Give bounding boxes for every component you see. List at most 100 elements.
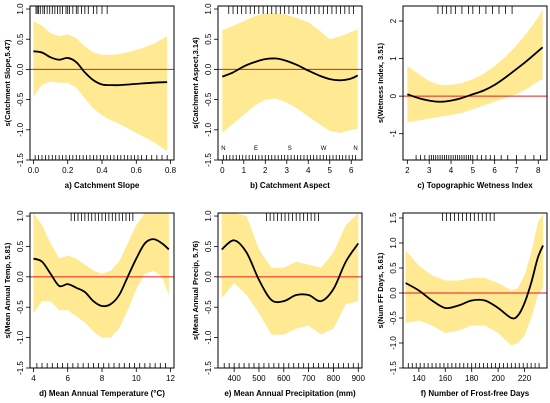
rug-top — [228, 6, 354, 14]
panel-3: 2 3 4 5 6 7 8 -1 0 1 2 c) Topographic Wetness Index… — [376, 5, 548, 190]
rug-top — [266, 213, 319, 221]
rug-bottom — [34, 155, 168, 160]
x-tick-label: 5 — [328, 166, 333, 175]
y-tick-label: -1.0 — [204, 122, 213, 136]
x-tick-label: 7 — [514, 166, 519, 175]
y-tick-label: -0.5 — [204, 92, 213, 106]
y-tick-label: -1.0 — [204, 330, 213, 344]
compass-label: E — [254, 146, 258, 152]
x-tick-label: 0.8 — [165, 166, 177, 175]
y-tick-label: -1.0 — [389, 336, 398, 350]
y-tick-label: -1.0 — [16, 330, 25, 344]
y-tick-label: 0.5 — [204, 240, 213, 252]
y-tick-label: -0.5 — [389, 311, 398, 325]
y-axis-title: s(Wetness Index, 3.51) — [376, 42, 385, 123]
rug-top — [437, 6, 513, 14]
x-tick-label: 4 — [31, 374, 36, 383]
y-tick-label: -1.5 — [204, 361, 213, 375]
panel-6: 140 160 180 200 220 -1.5 -1.0 -0.5 0.0 0.5 1.0 1.5 f… — [376, 212, 548, 398]
y-tick-label: -1.5 — [389, 361, 398, 375]
y-tick-label: 0.0 — [389, 287, 398, 299]
confidence-band — [407, 9, 543, 123]
x-tick-label: 12 — [166, 374, 175, 383]
compass-label: S — [288, 146, 292, 152]
y-tick-label: 1.0 — [16, 210, 25, 222]
x-tick-label: 6 — [65, 374, 70, 383]
x-tick-label: 3 — [285, 166, 290, 175]
x-tick-label: 2 — [263, 166, 268, 175]
y-tick-label: 0.0 — [16, 63, 25, 75]
y-tick-label: 0.5 — [16, 240, 25, 252]
x-tick-label: 500 — [252, 374, 266, 383]
y-tick-label: 0.5 — [204, 33, 213, 45]
y-axis-title: s(Catchment Slope,5.47) — [3, 39, 12, 127]
compass-label: N — [221, 146, 225, 152]
y-tick-label: -1.5 — [204, 153, 213, 167]
y-tick-label: -1 — [389, 130, 398, 138]
plot-area — [218, 213, 362, 335]
rug-bottom — [407, 363, 540, 368]
y-tick-label: -0.5 — [204, 300, 213, 314]
y-tick-label: -0.5 — [16, 300, 25, 314]
confidence-band — [405, 213, 544, 346]
confidence-band — [221, 213, 359, 335]
y-tick-label: -0.5 — [16, 92, 25, 106]
y-tick-label: 1 — [389, 56, 398, 61]
confidence-band — [222, 13, 358, 133]
x-tick-label: 2 — [405, 166, 410, 175]
x-tick-label: 5 — [471, 166, 476, 175]
x-tick-label: 0.4 — [96, 166, 108, 175]
y-axis-title: s(Num FF Days, 5.61) — [376, 252, 385, 328]
y-tick-label: 0.0 — [204, 63, 213, 75]
rug-bottom — [415, 155, 541, 160]
y-axis-title: s(Catchment Aspect,3.14) — [191, 37, 200, 129]
plot-frame — [217, 5, 363, 161]
panel-5: 400 500 600 700 800 900 -1.5 -1.0 -0.5 0.0 0.5 1.0 e… — [191, 210, 365, 398]
plot-area — [218, 13, 362, 133]
fitted-smooth-line — [405, 245, 544, 320]
y-tick-label: -1.5 — [16, 361, 25, 375]
x-tick-label: 3 — [427, 166, 432, 175]
x-tick-label: 8 — [100, 374, 105, 383]
x-tick-label: 0.2 — [62, 166, 74, 175]
panel-2: 0 1 2 3 4 5 6 -1.5 -1.0 -0.5 0.0 0.5 1.0 b) Catchment… — [191, 3, 363, 190]
plot-area — [403, 9, 547, 123]
y-tick-label: 1.0 — [204, 210, 213, 222]
x-axis-title: a) Catchment Slope — [65, 181, 140, 190]
confidence-band — [33, 21, 168, 151]
fitted-smooth-line — [221, 239, 360, 304]
x-tick-label: 700 — [302, 374, 316, 383]
x-tick-label: 6 — [492, 166, 497, 175]
rug-top — [35, 6, 108, 14]
x-tick-label: 800 — [327, 374, 341, 383]
rug-bottom — [36, 363, 166, 368]
y-tick-label: -1.0 — [16, 122, 25, 136]
x-tick-label: 4 — [306, 166, 311, 175]
y-tick-label: 1.5 — [389, 212, 398, 224]
x-tick-label: 900 — [352, 374, 366, 383]
rug-top — [442, 213, 495, 221]
y-tick-label: 0.0 — [16, 271, 25, 283]
plot-frame — [217, 212, 363, 369]
x-tick-label: 0.6 — [131, 166, 143, 175]
fitted-smooth-line — [407, 46, 544, 103]
rug-bottom — [223, 363, 359, 368]
y-tick-label: 0.5 — [389, 262, 398, 274]
x-axis-title: e) Mean Annual Precipitation (mm) — [224, 389, 356, 398]
x-tick-label: 0 — [220, 166, 225, 175]
x-tick-label: 180 — [465, 374, 479, 383]
compass-label: N — [353, 146, 357, 152]
y-axis-title: s(Mean Annual Temp, 5.81) — [3, 242, 12, 338]
x-tick-label: 200 — [491, 374, 505, 383]
fitted-smooth-line — [221, 57, 359, 82]
x-tick-label: 4 — [449, 166, 454, 175]
plot-area — [30, 21, 174, 151]
x-tick-label: 1 — [242, 166, 247, 175]
y-tick-label: 1.0 — [16, 3, 25, 15]
x-tick-label: 10 — [132, 374, 141, 383]
x-axis-title: f) Number of Frost-free Days — [421, 389, 530, 398]
y-tick-label: 1.0 — [204, 3, 213, 15]
rug-top — [70, 213, 134, 221]
compass-label: W — [321, 146, 327, 152]
